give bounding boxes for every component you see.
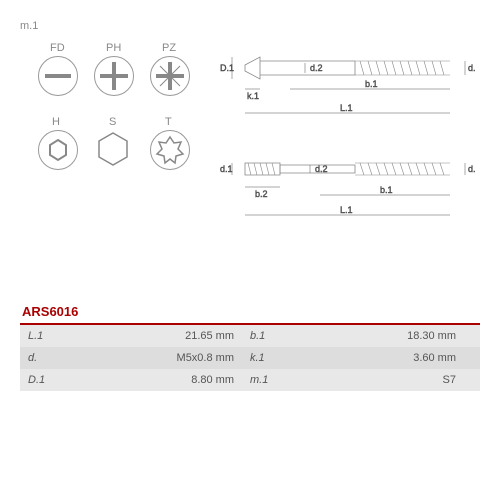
svg-text:b.1: b.1	[365, 79, 378, 89]
drive-label: FD	[50, 42, 65, 54]
hex-socket-icon	[38, 130, 78, 170]
screw-bottom-drawing: d.1 d.2 d. b.2 b.1 L.1	[220, 145, 480, 240]
drive-label: PH	[106, 42, 121, 54]
phillips-icon	[94, 56, 134, 96]
table-row: L.121.65 mmb.118.30 mm	[20, 325, 480, 347]
drive-label: H	[52, 116, 60, 128]
hexagon-icon	[94, 130, 132, 168]
svg-text:k.1: k.1	[247, 91, 259, 101]
svg-text:d.1: d.1	[220, 164, 233, 174]
spec-table: ARS6016 L.121.65 mmb.118.30 mm d.M5x0.8 …	[20, 300, 480, 391]
svg-text:L.1: L.1	[340, 103, 353, 113]
screw-top-drawing: D.1 d.2 d. b.1 k.1 L.1	[220, 35, 480, 135]
drive-label: S	[109, 116, 116, 128]
table-row: d.M5x0.8 mmk.13.60 mm	[20, 347, 480, 369]
svg-text:d.: d.	[468, 63, 476, 73]
part-number: ARS6016	[20, 300, 480, 325]
svg-text:b.2: b.2	[255, 189, 268, 199]
drive-label: PZ	[162, 42, 176, 54]
svg-text:d.2: d.2	[315, 164, 328, 174]
svg-text:d.: d.	[468, 164, 476, 174]
svg-text:b.1: b.1	[380, 185, 393, 195]
pozidriv-icon	[150, 56, 190, 96]
drive-label: T	[165, 116, 172, 128]
svg-text:D.1: D.1	[220, 63, 234, 73]
table-row: D.18.80 mmm.1S7	[20, 369, 480, 391]
svg-text:L.1: L.1	[340, 205, 353, 215]
slot-icon	[38, 56, 78, 96]
torx-icon	[150, 130, 190, 170]
drive-section-label: m.1	[20, 20, 38, 32]
diagram-area: m.1 FD PH PZ H S T D.1 d.2 d. b.1 k.1 L.…	[20, 20, 480, 280]
svg-text:d.2: d.2	[310, 63, 323, 73]
